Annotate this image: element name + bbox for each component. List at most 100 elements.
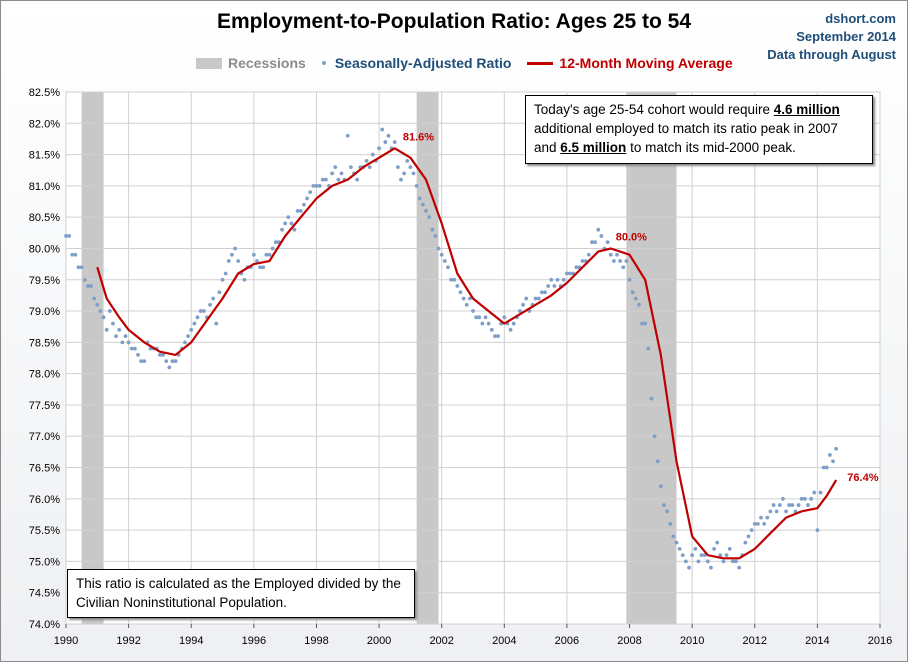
ratio-point bbox=[687, 565, 691, 570]
ratio-point bbox=[649, 396, 654, 401]
ratio-point bbox=[308, 190, 313, 195]
ratio-point bbox=[458, 290, 463, 295]
ratio-point bbox=[201, 309, 206, 313]
chart-title: Employment-to-Population Ratio: Ages 25 … bbox=[216, 10, 692, 33]
ratio-point bbox=[536, 296, 541, 301]
ratio-point bbox=[768, 509, 773, 514]
ratio-point bbox=[195, 315, 200, 320]
y-tick-label: 76.5% bbox=[29, 463, 60, 475]
ratio-point bbox=[417, 196, 422, 201]
note-peaks-text-2: additional employed to match its ratio p… bbox=[534, 121, 838, 155]
y-tick-label: 80.0% bbox=[29, 243, 60, 255]
ratio-point bbox=[395, 165, 400, 170]
ratio-point bbox=[189, 327, 194, 332]
ratio-point bbox=[565, 271, 569, 276]
legend-item-moving-average: 12-Month Moving Average bbox=[527, 55, 733, 71]
ratio-point bbox=[317, 183, 322, 188]
ratio-point bbox=[834, 446, 839, 451]
ratio-point bbox=[821, 465, 826, 470]
ratio-point bbox=[533, 296, 538, 301]
recession-band-2 bbox=[626, 92, 677, 624]
ratio-point bbox=[787, 503, 792, 507]
ratio-point bbox=[364, 158, 369, 163]
source-site[interactable]: dshort.com bbox=[825, 11, 896, 26]
x-tick-label: 2002 bbox=[429, 635, 453, 647]
ratio-point bbox=[392, 140, 397, 144]
ratio-point bbox=[831, 459, 835, 464]
ratio-point bbox=[436, 246, 441, 251]
ratio-point bbox=[370, 152, 375, 157]
ratio-point bbox=[539, 290, 544, 295]
ratio-point bbox=[167, 365, 172, 370]
ratio-point bbox=[489, 327, 494, 332]
ratio-point bbox=[627, 277, 632, 282]
ratio-point bbox=[630, 290, 635, 295]
ratio-point bbox=[126, 340, 131, 345]
ratio-point bbox=[233, 246, 237, 251]
ratio-point bbox=[261, 265, 266, 270]
ratio-point bbox=[64, 234, 68, 238]
y-tick-label: 77.0% bbox=[29, 431, 60, 443]
note-peaks: Today's age 25-54 cohort would require 4… bbox=[525, 95, 873, 164]
ratio-point bbox=[640, 321, 644, 326]
ratio-point bbox=[367, 165, 372, 170]
source-block: dshort.com September 2014 Data through A… bbox=[767, 10, 896, 64]
annotation-label: 76.4% bbox=[847, 472, 878, 484]
legend: Recessions Seasonally-Adjusted Ratio 12-… bbox=[196, 54, 749, 72]
legend-label-ratio: Seasonally-Adjusted Ratio bbox=[334, 55, 512, 71]
legend-line-swatch bbox=[527, 61, 554, 65]
ratio-point bbox=[502, 315, 507, 320]
x-tick-label: 2010 bbox=[680, 635, 704, 647]
annotation-label: 81.6% bbox=[403, 131, 434, 143]
ratio-point bbox=[771, 503, 776, 507]
ratio-point bbox=[637, 302, 641, 307]
ratio-point bbox=[806, 503, 810, 507]
ratio-point bbox=[320, 177, 325, 182]
ratio-point bbox=[671, 534, 676, 539]
annotation-label: 80.0% bbox=[616, 231, 647, 243]
ratio-point bbox=[549, 277, 554, 282]
ratio-point bbox=[173, 359, 178, 364]
ratio-point bbox=[721, 559, 726, 564]
ratio-point bbox=[107, 309, 112, 313]
ratio-point bbox=[765, 515, 770, 520]
ratio-point bbox=[377, 146, 381, 151]
ratio-point bbox=[399, 177, 403, 182]
ratio-point bbox=[712, 546, 716, 551]
x-tick-label: 2004 bbox=[492, 635, 516, 647]
ratio-point bbox=[818, 490, 823, 495]
ratio-point bbox=[421, 202, 425, 207]
legend-item-ratio: Seasonally-Adjusted Ratio bbox=[321, 55, 512, 71]
ratio-point bbox=[467, 296, 472, 301]
ratio-point bbox=[828, 453, 832, 457]
ratio-point bbox=[624, 259, 629, 263]
ratio-point bbox=[402, 171, 407, 176]
ratio-point bbox=[674, 540, 679, 545]
y-tick-label: 79.0% bbox=[29, 306, 60, 318]
ratio-point bbox=[101, 315, 106, 320]
ratio-point bbox=[349, 165, 353, 170]
ratio-point bbox=[680, 553, 685, 558]
ratio-point bbox=[652, 434, 657, 439]
y-tick-label: 79.5% bbox=[29, 275, 60, 287]
legend-recession-swatch bbox=[196, 57, 222, 69]
ratio-point bbox=[214, 321, 219, 326]
ratio-point bbox=[220, 277, 225, 282]
ratio-point bbox=[142, 359, 147, 364]
ratio-point bbox=[323, 177, 328, 182]
ratio-point bbox=[759, 515, 763, 520]
ratio-point bbox=[273, 240, 278, 245]
ratio-point bbox=[796, 503, 801, 507]
x-tick-label: 2014 bbox=[805, 635, 829, 647]
ratio-point bbox=[590, 240, 594, 245]
ratio-point bbox=[139, 359, 144, 364]
ratio-point bbox=[264, 252, 269, 257]
ratio-point bbox=[486, 321, 491, 326]
ratio-point bbox=[433, 234, 438, 238]
ratio-point bbox=[223, 271, 228, 276]
y-tick-label: 81.5% bbox=[29, 150, 60, 162]
ratio-point bbox=[298, 209, 303, 213]
ratio-point bbox=[73, 252, 78, 257]
ratio-point bbox=[480, 321, 485, 326]
